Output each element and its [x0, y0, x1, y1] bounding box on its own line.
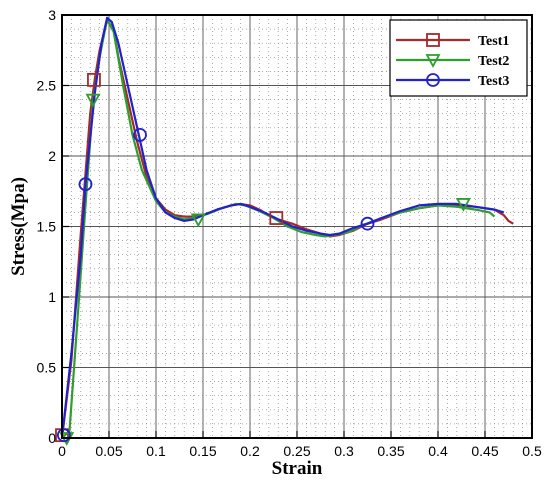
series-line-test3 [60, 16, 505, 439]
legend-marker-test3 [426, 73, 440, 87]
y-tick-label: 1 [48, 289, 56, 305]
x-tick-label: 0.4 [428, 443, 448, 459]
x-tick-label: 0.05 [95, 443, 122, 459]
data-point-test1 [269, 211, 284, 225]
data-point-test2 [455, 198, 471, 212]
y-tick-labels: 0 0.5 1 1.5 2 2.5 3 [37, 7, 57, 446]
x-tick-labels: 0 0.05 0.1 0.15 0.2 0.25 0.3 0.35 0.4 0.45 0.5 [58, 443, 542, 459]
y-tick-label: 1.5 [37, 219, 57, 235]
data-point-test3 [78, 177, 93, 192]
y-tick-label: 3 [48, 7, 56, 23]
legend-label-test1: Test1 [478, 34, 509, 49]
legend-entry-test3: Test3 [396, 73, 509, 89]
x-tick-label: 0.45 [471, 443, 498, 459]
data-point-test3 [133, 127, 147, 142]
legend-label-test2: Test2 [478, 54, 509, 69]
y-tick-label: 0.5 [37, 360, 57, 376]
series-lines [60, 16, 514, 439]
legend: Test1 Test2 Test3 [389, 19, 528, 97]
data-point-test3 [56, 428, 71, 443]
x-tick-label: 0.2 [240, 443, 260, 459]
legend-entry-test2: Test2 [396, 54, 509, 69]
x-tick-label: 0.15 [189, 443, 216, 459]
series-markers [55, 72, 471, 446]
y-tick-label: 2 [48, 148, 56, 164]
legend-entry-test1: Test1 [396, 33, 509, 49]
x-tick-label: 0.25 [283, 443, 310, 459]
y-axis-title: Stress(Mpa) [8, 177, 29, 276]
data-point-test2 [190, 213, 206, 228]
legend-box [389, 19, 528, 97]
legend-marker-test2 [425, 54, 441, 68]
x-tick-label: 0 [58, 443, 66, 459]
x-tick-label: 0.3 [334, 443, 354, 459]
legend-marker-test1 [426, 33, 440, 47]
legend-label-test3: Test3 [478, 74, 509, 89]
y-tick-label: 0 [48, 430, 56, 446]
x-tick-label: 0.35 [377, 443, 404, 459]
x-tick-label: 0.5 [522, 443, 542, 459]
data-point-test2 [85, 93, 101, 108]
ticks [61, 14, 533, 439]
y-tick-label: 2.5 [37, 78, 57, 94]
x-axis-title: Strain [272, 458, 323, 479]
x-tick-label: 0.1 [146, 443, 166, 459]
data-point-test1 [87, 72, 101, 87]
data-point-test3 [360, 216, 375, 231]
